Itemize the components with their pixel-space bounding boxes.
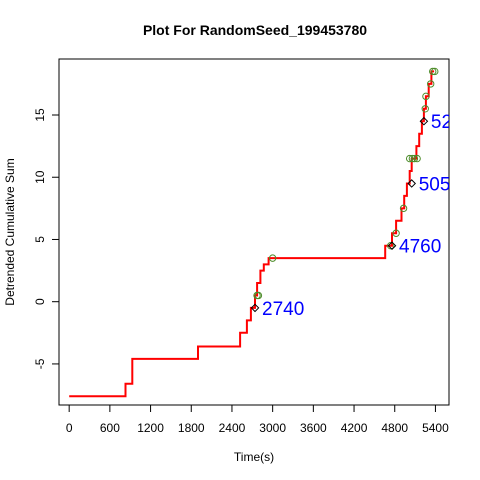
circle-point <box>268 254 277 262</box>
y-axis: -5 0 5 10 15 <box>33 108 60 369</box>
x-tick-label: 3600 <box>300 421 327 435</box>
x-tick-label: 0 <box>66 421 73 435</box>
series-line <box>69 70 435 398</box>
y-tick-label: 10 <box>33 170 47 184</box>
circle-point <box>399 204 408 213</box>
x-tick-label: 4800 <box>381 421 408 435</box>
circle-point <box>422 92 430 101</box>
circle-point <box>408 154 417 163</box>
circle-point <box>426 80 435 88</box>
circle-point <box>429 67 437 76</box>
diamond-point <box>407 179 417 188</box>
change-point-label: 2740 <box>262 299 304 320</box>
circle-point <box>392 229 400 237</box>
plot-frame <box>58 58 450 406</box>
x-tick-label: 4200 <box>341 421 368 435</box>
y-tick-label: -5 <box>33 358 47 369</box>
plot-area: 2740 4760 5050 52 <box>69 67 461 398</box>
circle-point <box>254 291 263 300</box>
diamond-point <box>419 116 429 126</box>
circle-point <box>413 154 421 163</box>
circle-point <box>431 67 439 76</box>
x-tick-label: 1800 <box>178 421 205 435</box>
x-tick-label: 3000 <box>259 421 286 435</box>
x-tick-label: 600 <box>100 421 120 435</box>
change-point-label: 5050 <box>419 174 461 195</box>
chart-title: Plot For RandomSeed_199453780 <box>143 22 367 38</box>
circle-point <box>421 105 429 113</box>
y-axis-label: Detrended Cumulative Sum <box>3 158 17 305</box>
change-point-label: 52 <box>431 112 452 133</box>
x-axis-label: Time(s) <box>234 450 274 464</box>
circle-point <box>405 154 414 163</box>
change-point-label: 4760 <box>399 237 441 258</box>
diamond-point <box>250 303 260 313</box>
y-tick-label: 15 <box>33 108 47 122</box>
circle-point <box>410 154 419 163</box>
x-tick-label: 1200 <box>137 421 164 435</box>
diamond-point <box>387 241 397 250</box>
x-axis: 0 600 1200 1800 2400 3000 3600 4200 4800 5400 <box>66 404 449 435</box>
x-tick-label: 5400 <box>422 421 449 435</box>
circle-point <box>386 241 395 250</box>
y-tick-label: 5 <box>33 236 47 243</box>
x-tick-label: 2400 <box>219 421 246 435</box>
y-tick-label: 0 <box>33 298 47 305</box>
